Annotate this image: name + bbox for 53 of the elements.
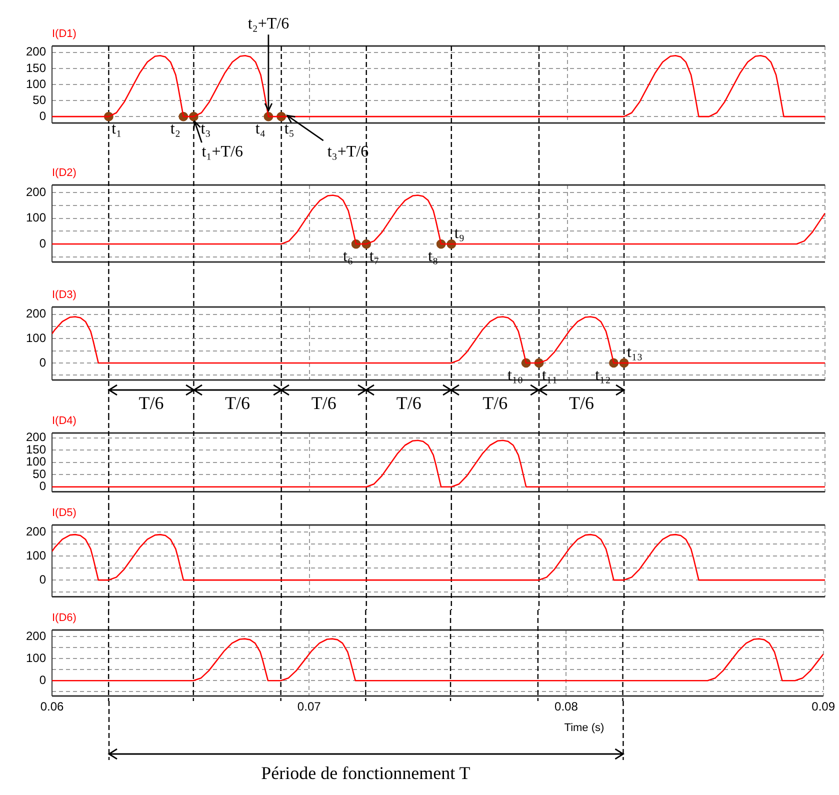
y-tick-label: 50 xyxy=(32,92,46,107)
y-tick-label: 200 xyxy=(26,628,46,643)
y-tick-label: 200 xyxy=(26,306,46,321)
text: T/6 xyxy=(311,393,336,413)
x-tick-label: 0.06 xyxy=(40,700,64,714)
x-tick-label: 0.09 xyxy=(812,700,836,714)
text: T/6 xyxy=(396,393,422,413)
y-tick-label: 200 xyxy=(26,185,46,200)
y-tick-label: 100 xyxy=(26,330,46,345)
annotation: t₅ xyxy=(284,120,294,138)
annotation: t₃ xyxy=(200,120,211,138)
x-tick-label: 0.07 xyxy=(297,700,322,714)
annotation: t₂ xyxy=(170,120,180,138)
text: T/6 xyxy=(482,393,508,413)
y-tick-label: 0 xyxy=(39,572,46,586)
chart-title: I(D6) xyxy=(52,612,76,624)
annotation: t₁+T/6 xyxy=(202,144,243,161)
chart-title: I(D5) xyxy=(52,507,76,519)
annotation: t₁ xyxy=(112,120,122,138)
annotation: t₇ xyxy=(369,248,380,266)
y-tick-label: 0 xyxy=(39,355,46,370)
y-tick-label: 0 xyxy=(39,236,46,250)
y-tick-label: 200 xyxy=(26,524,46,538)
y-tick-label: 100 xyxy=(26,548,46,562)
annotation: t₄ xyxy=(255,120,266,138)
text: T/6 xyxy=(569,393,594,413)
x-tick-label: 0.08 xyxy=(554,700,578,714)
y-tick-label: 100 xyxy=(26,210,46,225)
y-tick-label: 100 xyxy=(26,76,46,91)
annotation: t₁₃ xyxy=(627,344,643,361)
annotation: t₉ xyxy=(454,225,464,242)
text: T/6 xyxy=(225,393,250,413)
annotation: t₆ xyxy=(343,248,354,266)
y-tick-label: 100 xyxy=(26,454,46,469)
y-tick-label: 100 xyxy=(26,650,46,665)
text: T/6 xyxy=(138,393,164,413)
y-tick-label: 200 xyxy=(26,430,46,444)
annotation: t₃+T/6 xyxy=(327,144,369,161)
annotation: t₂+T/6 xyxy=(248,16,290,33)
chart-title: I(D4) xyxy=(52,415,76,427)
y-tick-label: 200 xyxy=(26,44,46,59)
annotation: t₈ xyxy=(428,248,438,266)
x-axis-title: Time (s) xyxy=(564,722,604,734)
y-tick-label: 0 xyxy=(39,108,46,123)
y-tick-label: 50 xyxy=(32,466,46,481)
chart-title: I(D1) xyxy=(52,28,76,40)
text: Période de fonctionnement T xyxy=(261,763,470,783)
y-tick-label: 0 xyxy=(39,479,46,494)
y-tick-label: 0 xyxy=(39,672,46,687)
y-tick-label: 150 xyxy=(26,442,46,456)
y-tick-label: 150 xyxy=(26,60,46,75)
chart-title: I(D3) xyxy=(52,289,76,301)
chart-title: I(D2) xyxy=(52,167,76,179)
